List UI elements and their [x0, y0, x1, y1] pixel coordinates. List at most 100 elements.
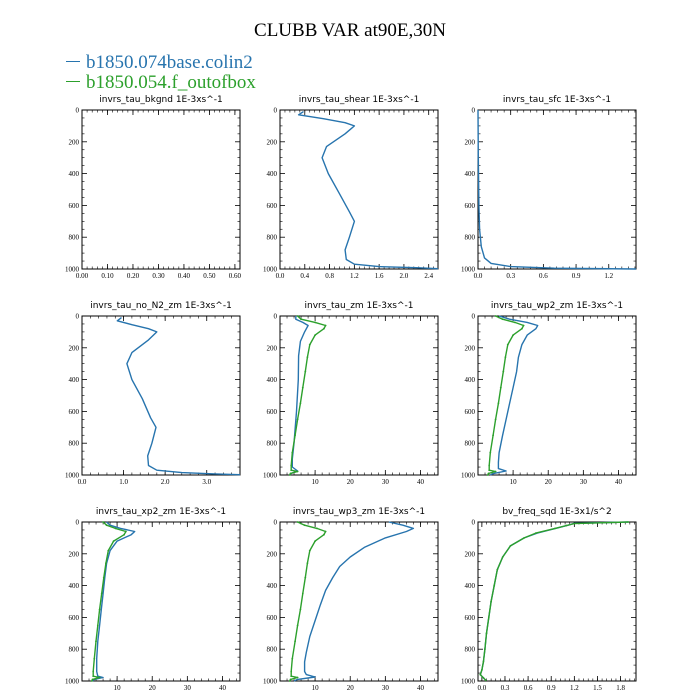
plot-frame [279, 315, 439, 476]
y-tick-label: 200 [465, 550, 476, 558]
plot-frame [81, 521, 241, 682]
series-marker-outofbox [294, 640, 296, 643]
series-marker-outofbox [573, 522, 576, 525]
panel-1: invrs_tau_bkgnd 1E-3xs^-1 0 200 400 600 800 10… [65, 95, 242, 280]
y-tick-label: 0 [76, 107, 80, 115]
x-tick-label: 0.20 [127, 272, 140, 280]
series-marker-outofbox [304, 576, 307, 579]
y-tick-label: 400 [465, 582, 476, 590]
series-marker-outofbox [102, 521, 104, 523]
series-marker-outofbox [496, 568, 499, 571]
panel-title: bv_freq_sqd 1E-3x1/s^2 [502, 507, 611, 517]
series-marker-outofbox [490, 600, 492, 603]
y-tick-label: 600 [465, 202, 476, 210]
series-marker-outofbox [296, 315, 299, 317]
series-marker-outofbox [324, 530, 327, 533]
series-marker-outofbox [290, 670, 293, 673]
series-marker-outofbox [296, 470, 299, 473]
plot-frame [81, 315, 241, 476]
series-marker-outofbox [501, 318, 504, 321]
panel-5: invrs_tau_zm 1E-3xs^-1 0 200 400 600 800 1000 1… [263, 301, 439, 486]
series-marker-outofbox [489, 451, 492, 454]
panel-title: invrs_tau_xp2_zm 1E-3xs^-1 [96, 507, 226, 517]
y-tick-label: 800 [69, 234, 80, 242]
series-marker-outofbox [482, 661, 485, 663]
panel-4: invrs_tau_no_N2_zm 1E-3xs^-1 0 200 400 600 80… [65, 301, 241, 486]
x-tick-label: 1.2 [570, 684, 579, 692]
y-tick-label: 800 [267, 646, 278, 654]
y-tick-label: 1000 [65, 678, 80, 686]
y-tick-label: 0 [472, 313, 476, 321]
y-tick-label: 200 [69, 138, 80, 146]
panel-title: invrs_tau_wp2_zm 1E-3xs^-1 [491, 301, 623, 311]
y-tick-label: 800 [267, 440, 278, 448]
series-marker-outofbox [497, 402, 500, 405]
series-marker-outofbox [324, 324, 327, 327]
x-tick-label: 0.4 [300, 272, 309, 280]
y-tick-label: 400 [69, 376, 80, 384]
x-tick-label: 0.40 [178, 272, 191, 280]
y-tick-label: 1000 [263, 266, 278, 274]
y-tick-label: 200 [465, 344, 476, 352]
y-tick-label: 600 [465, 614, 476, 622]
x-tick-label: 20 [545, 478, 553, 486]
panel-2: invrs_tau_shear 1E-3xs^-1 0 200 400 600 800 10… [263, 95, 439, 280]
y-tick-label: 800 [465, 234, 476, 242]
series-marker-outofbox [125, 530, 127, 533]
series-marker-outofbox [509, 545, 512, 547]
y-tick-label: 600 [69, 614, 80, 622]
y-tick-label: 600 [465, 408, 476, 416]
series-marker-outofbox [514, 321, 516, 324]
series-line-outofbox [289, 521, 327, 682]
panel-9: bv_freq_sqd 1E-3x1/s^2020040060080010000… [461, 507, 637, 692]
x-tick-label: 0.8 [325, 272, 334, 280]
series-marker-outofbox [290, 469, 293, 472]
panel-title: invrs_tau_zm 1E-3xs^-1 [305, 301, 414, 311]
y-tick-label: 800 [465, 440, 476, 448]
y-tick-label: 400 [465, 376, 476, 384]
x-tick-label: 10 [312, 478, 320, 486]
figure-title: CLUBB VAR at90E,30N [254, 20, 446, 41]
series-marker-outofbox [299, 402, 302, 405]
series-marker-outofbox [314, 334, 316, 336]
series-marker-outofbox [92, 675, 95, 678]
x-tick-label: 0.0 [477, 684, 486, 692]
series-marker-outofbox [301, 386, 304, 389]
series-marker-outofbox [484, 679, 487, 682]
x-tick-label: 10 [114, 684, 122, 692]
series-marker-outofbox [96, 624, 99, 627]
series-marker-outofbox [494, 470, 497, 473]
x-tick-label: 1.8 [616, 684, 625, 692]
y-tick-label: 0 [274, 107, 278, 115]
series-marker-outofbox [308, 549, 311, 552]
panel-3: invrs_tau_sfc 1E-3xs^-1 0 200 400 600 800 1000… [461, 95, 637, 280]
series-marker-outofbox [294, 434, 296, 437]
series-marker-outofbox [484, 648, 486, 651]
plot-frame [477, 109, 637, 270]
series-marker-outofbox [522, 324, 525, 327]
series-marker-outofbox [323, 327, 325, 330]
series-marker-outofbox [291, 451, 294, 454]
x-tick-label: 30 [580, 478, 588, 486]
y-tick-label: 1000 [263, 678, 278, 686]
legend-swatch-2 [66, 81, 80, 83]
series-marker-outofbox [90, 680, 93, 682]
series-marker-outofbox [487, 472, 490, 475]
series-marker-outofbox [512, 334, 514, 336]
x-tick-label: 10 [312, 684, 320, 692]
panel-title: invrs_tau_sfc 1E-3xs^-1 [503, 95, 611, 105]
x-tick-label: 40 [219, 684, 227, 692]
series-line-colin2 [116, 317, 241, 476]
y-tick-label: 800 [267, 234, 278, 242]
x-tick-label: 20 [347, 684, 355, 692]
y-tick-label: 200 [69, 550, 80, 558]
y-tick-label: 200 [465, 138, 476, 146]
series-line-colin2 [289, 316, 309, 476]
series-marker-outofbox [627, 521, 630, 523]
series-marker-outofbox [534, 532, 537, 534]
x-tick-label: 0.00 [76, 272, 89, 280]
y-tick-label: 0 [274, 313, 278, 321]
x-tick-label: 10 [510, 478, 518, 486]
y-tick-label: 0 [274, 519, 278, 527]
series-marker-outofbox [92, 670, 95, 673]
